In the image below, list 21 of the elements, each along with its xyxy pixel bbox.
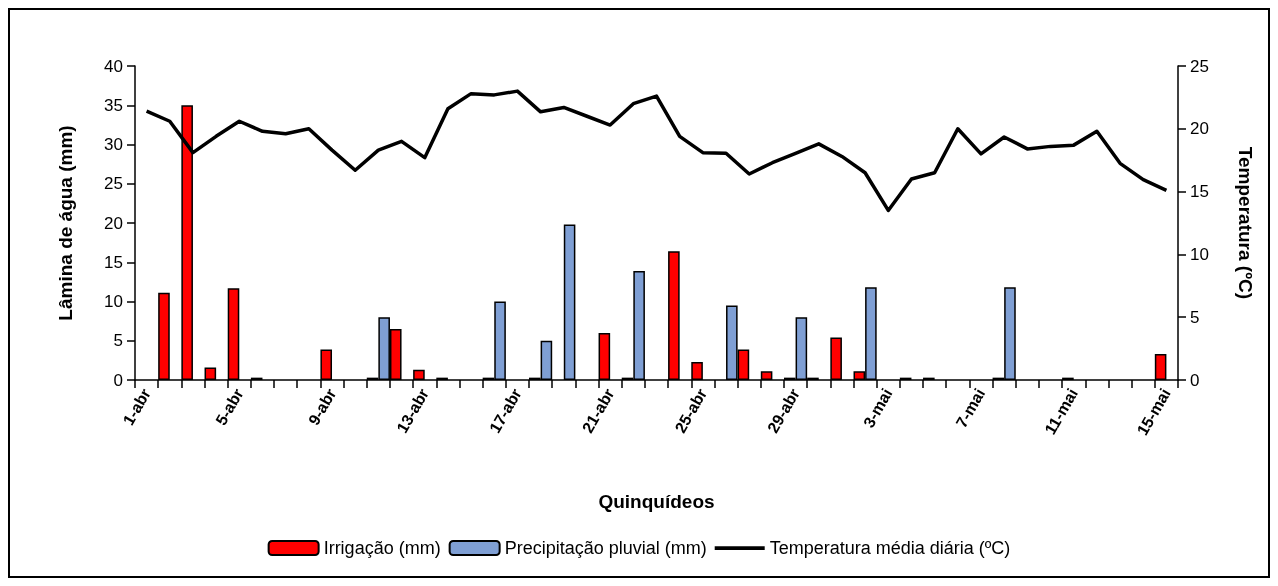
legend-label: Precipitação pluvial (mm)	[504, 538, 707, 558]
y-tick-label: 25	[104, 174, 123, 194]
legend-label: Irrigação (mm)	[323, 538, 441, 558]
y2-tick-label: 0	[1190, 370, 1200, 390]
y2-axis-title: Temperatura (ºC)	[1235, 146, 1256, 300]
y-tick-label: 5	[113, 331, 123, 351]
y2-tick-label: 10	[1190, 244, 1209, 264]
y-tick-label: 15	[104, 252, 123, 272]
y-tick-label: 10	[104, 292, 123, 311]
y2-tick-label: 25	[1190, 56, 1209, 76]
y-tick-label: 0	[113, 370, 123, 390]
y-tick-label: 30	[104, 135, 123, 154]
y-tick-label: 40	[104, 56, 123, 76]
x-axis-title: Quinquídeos	[598, 491, 715, 512]
y2-tick-label: 20	[1190, 119, 1209, 139]
y2-tick-label: 5	[1190, 307, 1200, 327]
legend-label: Temperatura média diária (ºC)	[769, 538, 1011, 558]
y2-tick-label: 15	[1190, 182, 1209, 202]
y-tick-label: 20	[104, 213, 123, 233]
y-axis-title: Lâmina de água (mm)	[55, 125, 76, 321]
y-tick-label: 35	[104, 95, 123, 115]
